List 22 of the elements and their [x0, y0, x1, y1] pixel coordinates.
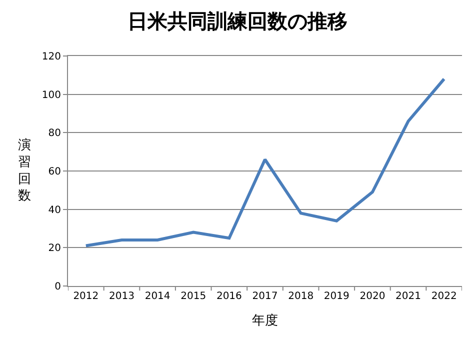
x-tick-label: 2018	[288, 291, 314, 302]
y-tick-label: 120	[42, 52, 61, 62]
y-tick-label: 0	[54, 282, 61, 292]
y-tick-label: 60	[48, 166, 61, 178]
chart-title: 日米共同訓練回数の推移	[128, 8, 348, 33]
line-series	[84, 78, 446, 248]
x-tick-label: 2017	[252, 291, 278, 302]
y-tick-label: 80	[48, 128, 61, 140]
y-axis-title: 演習回数	[18, 138, 31, 204]
x-tick-label: 2016	[216, 291, 242, 302]
x-tick-label: 2020	[360, 291, 386, 302]
x-tick-label: 2012	[73, 291, 99, 302]
x-tick-label: 2013	[109, 291, 134, 302]
x-tick-label: 2014	[144, 291, 170, 302]
x-axis-title: 年度	[252, 312, 278, 329]
x-tick-label: 2022	[431, 291, 457, 302]
y-tick-label: 40	[48, 204, 61, 216]
x-tick-label: 2019	[324, 291, 350, 302]
x-tick-label: 2021	[396, 291, 421, 302]
y-tick-label: 100	[42, 90, 61, 101]
y-tick-label: 20	[48, 243, 61, 254]
x-tick-label: 2015	[180, 291, 206, 302]
